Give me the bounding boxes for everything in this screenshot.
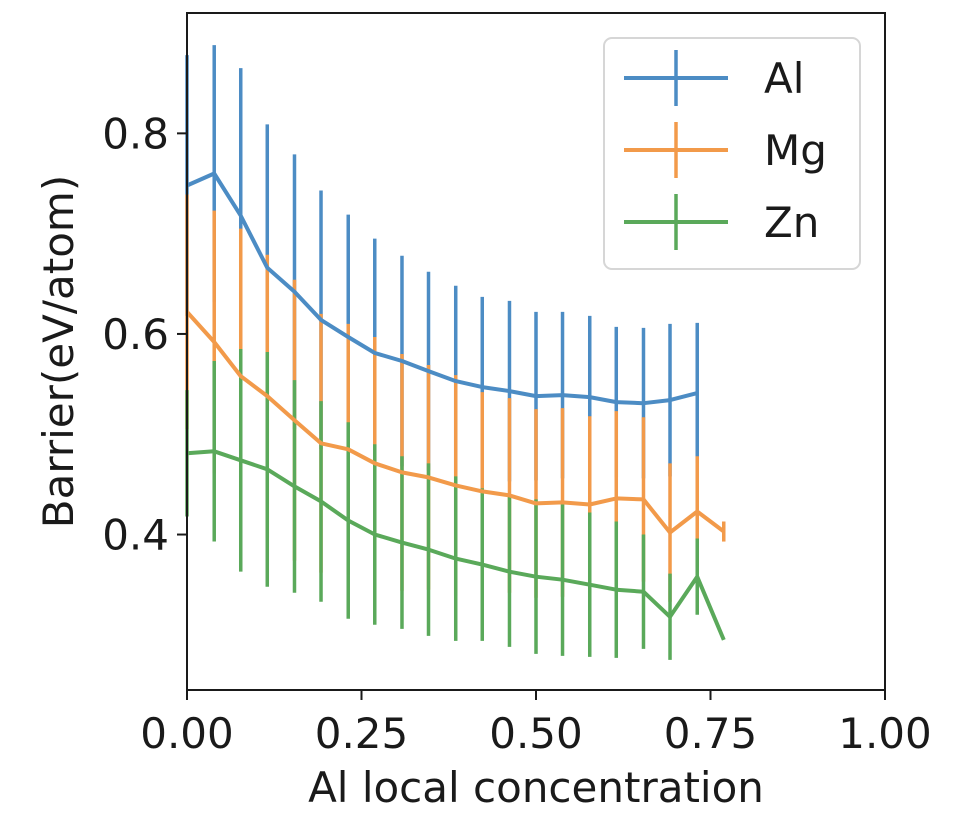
legend-item-zn: Zn [624, 194, 819, 250]
x-tick-label: 0.75 [664, 709, 758, 758]
y-tick-label: 0.4 [102, 511, 169, 560]
legend: Al Mg Zn [603, 37, 861, 270]
lines-layer [185, 171, 726, 641]
x-tick-label: 1.00 [838, 709, 932, 758]
x-tick-label: 0.50 [489, 709, 583, 758]
y-axis: 0.4 0.6 0.8 [102, 109, 187, 560]
legend-label: Mg [764, 126, 827, 175]
series-line-zn [186, 449, 726, 641]
series-line-mg [185, 310, 726, 535]
y-axis-title: Barrier(eV/atom) [34, 175, 83, 528]
x-axis-title: Al local concentration [308, 763, 764, 812]
legend-label: Al [764, 54, 804, 103]
x-tick-label: 0.25 [315, 709, 409, 758]
series-line-al [186, 171, 698, 406]
legend-box [603, 37, 861, 270]
x-tick-label: 0.00 [140, 709, 234, 758]
y-tick-label: 0.8 [102, 109, 169, 158]
legend-item-mg: Mg [624, 122, 827, 178]
y-tick-label: 0.6 [102, 310, 169, 359]
x-axis: 0.00 0.25 0.50 0.75 1.00 [140, 690, 932, 758]
legend-label: Zn [764, 198, 819, 247]
legend-item-al: Al [624, 50, 804, 106]
